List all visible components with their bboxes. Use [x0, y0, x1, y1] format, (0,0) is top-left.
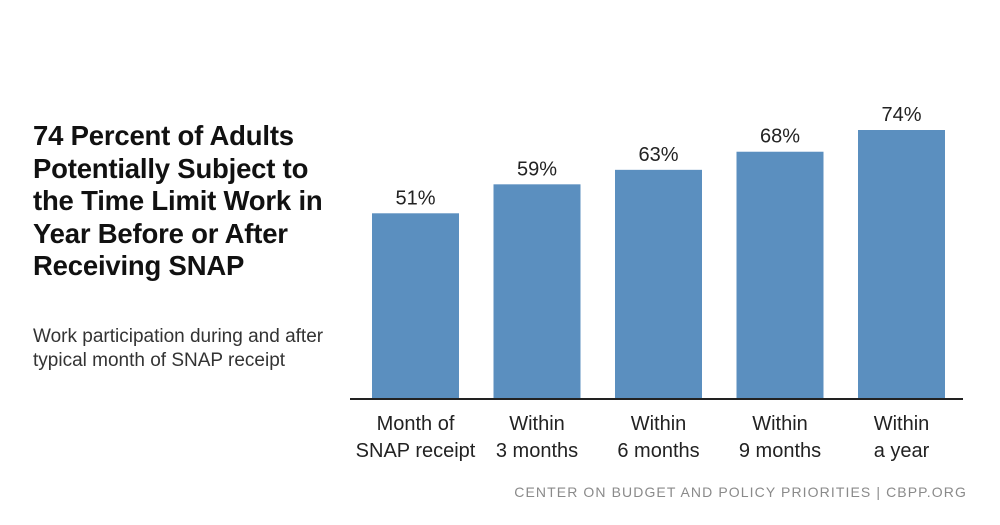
value-label-3: 63% — [638, 144, 678, 166]
value-label-5: 74% — [881, 104, 921, 126]
category-label-4: Within 9 months — [739, 413, 821, 462]
category-label-5: Within a year — [874, 413, 930, 462]
category-label-1: Month of SNAP receipt — [356, 413, 476, 462]
bar-5 — [858, 130, 945, 398]
chart-subtitle: Work participation during and after typi… — [33, 326, 324, 371]
value-label-2: 59% — [517, 158, 557, 180]
category-label-2: Within 3 months — [496, 413, 578, 462]
source-credit: CENTER ON BUDGET AND POLICY PRIORITIES |… — [514, 484, 967, 500]
chart-title: 74 Percent of Adults Potentially Subject… — [33, 120, 323, 282]
bar-2 — [493, 184, 581, 398]
value-label-4: 68% — [760, 126, 800, 148]
value-label-1: 51% — [395, 187, 435, 209]
bar-1 — [372, 213, 459, 398]
bar-3 — [615, 169, 702, 398]
bar-4 — [736, 151, 824, 398]
category-label-3: Within 6 months — [617, 413, 699, 462]
